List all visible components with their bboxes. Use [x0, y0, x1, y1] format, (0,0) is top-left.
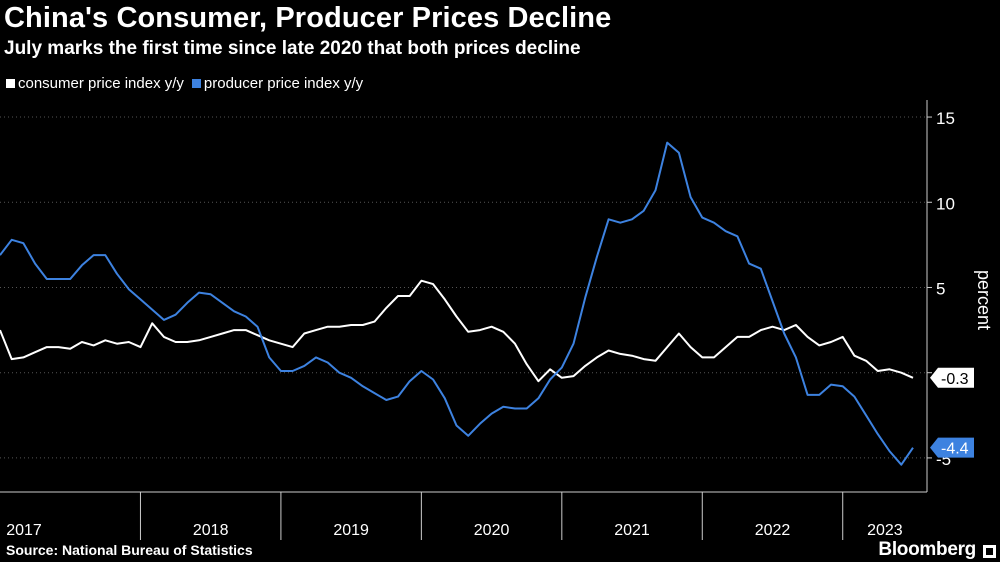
series-line-ppi [0, 141, 914, 466]
legend-item-cpi: consumer price index y/y [6, 75, 184, 92]
legend-label-cpi: consumer price index y/y [18, 75, 184, 92]
x-tick-label: 2018 [193, 522, 229, 539]
legend-swatch-cpi [6, 79, 15, 88]
chart-title: China's Consumer, Producer Prices Declin… [4, 2, 612, 34]
end-label-text-cpi: -0.3 [941, 371, 969, 388]
bloomberg-logo: Bloomberg [878, 539, 976, 560]
end-label-box-ppi [930, 437, 974, 458]
series-line-cpi [0, 279, 914, 383]
y-tick-label: 15 [936, 109, 955, 128]
y-tick-label: 5 [936, 279, 945, 298]
bloomberg-mark-icon [983, 545, 996, 558]
end-label-box-cpi [930, 367, 974, 388]
chart-subtitle: July marks the first time since late 202… [4, 38, 581, 59]
source-note: Source: National Bureau of Statistics [6, 542, 253, 558]
x-tick-label: 2023 [867, 522, 903, 539]
legend-item-ppi: producer price index y/y [191, 75, 364, 92]
legend-label-ppi: producer price index y/y [203, 75, 364, 92]
x-tick-label: 2021 [614, 522, 650, 539]
y-tick-label: 10 [936, 194, 955, 213]
legend: consumer price index y/y producer price … [6, 75, 367, 92]
x-tick-label: 2020 [474, 522, 510, 539]
end-label-ppi: -4.4 [930, 437, 974, 458]
y-axis-title: percent [974, 270, 994, 330]
end-label-text-ppi: -4.4 [941, 441, 969, 458]
end-label-cpi: -0.3 [930, 367, 974, 388]
legend-swatch-ppi [191, 79, 201, 88]
x-tick-label: 2019 [333, 522, 369, 539]
x-tick-label: 2022 [755, 522, 791, 539]
x-tick-label: 2017 [6, 522, 42, 539]
